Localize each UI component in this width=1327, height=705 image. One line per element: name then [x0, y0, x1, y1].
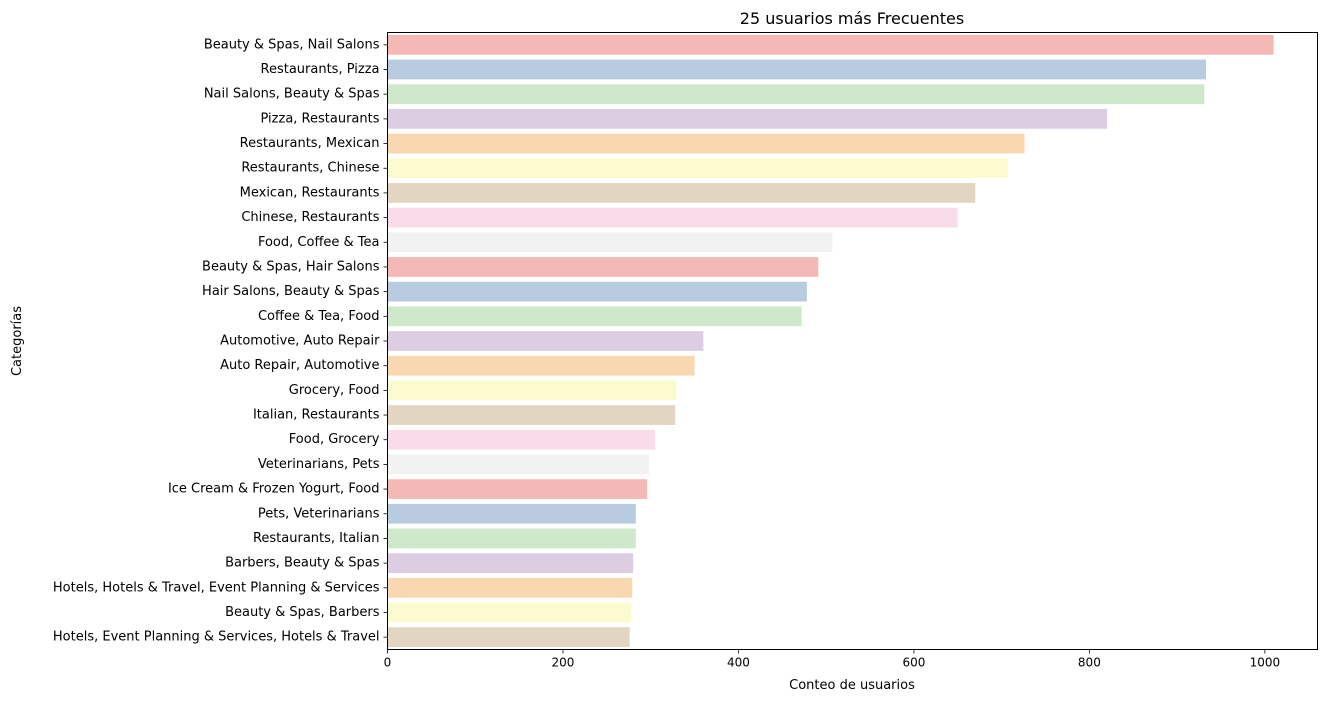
bar [387, 405, 676, 425]
y-tick-label: Restaurants, Italian [253, 531, 380, 546]
y-tick-label: Hair Salons, Beauty & Spas [202, 284, 380, 299]
x-tick-label: 800 [1078, 656, 1101, 670]
y-tick-label: Mexican, Restaurants [240, 185, 380, 200]
x-tick-label: 200 [552, 656, 575, 670]
bar [387, 207, 958, 228]
y-tick-label: Food, Grocery [289, 432, 380, 447]
bar [387, 479, 648, 499]
bar [387, 528, 636, 549]
bar [387, 84, 1205, 105]
bar [387, 34, 1274, 55]
y-tick-label: Chinese, Restaurants [241, 210, 379, 225]
bar [387, 232, 833, 253]
y-tick-label: Barbers, Beauty & Spas [225, 556, 380, 571]
bars-layer [387, 34, 1274, 648]
y-tick-label: Restaurants, Chinese [241, 161, 379, 176]
y-tick-label: Ice Cream & Frozen Yogurt, Food [168, 482, 380, 497]
plot-frame [387, 32, 1318, 650]
y-tick-label: Coffee & Tea, Food [258, 309, 380, 324]
bar [387, 503, 636, 524]
y-tick-label: Nail Salons, Beauty & Spas [204, 87, 380, 102]
bar [387, 602, 632, 623]
bar [387, 553, 634, 573]
y-tick-label: Auto Repair, Automotive [220, 358, 379, 373]
y-tick-label: Beauty & Spas, Hair Salons [202, 259, 380, 274]
y-tick-label: Pets, Veterinarians [258, 506, 380, 521]
bar [387, 380, 677, 401]
y-tick-label: Hotels, Hotels & Travel, Event Planning … [53, 580, 380, 595]
bar [387, 355, 695, 376]
x-tick-label: 400 [727, 656, 750, 670]
bar [387, 59, 1207, 80]
bar [387, 306, 802, 327]
y-tick-label: Italian, Restaurants [253, 408, 380, 423]
bar [387, 183, 976, 203]
bar [387, 577, 633, 598]
bar [387, 257, 819, 277]
x-tick-label: 1000 [1250, 656, 1281, 670]
y-tick-labels: Beauty & Spas, Nail Salons Restaurants, P… [53, 37, 388, 645]
bar [387, 133, 1025, 154]
x-ticks: 0 200 400 600 800 1000 [384, 649, 1281, 670]
bar [387, 109, 1107, 129]
y-tick-label: Veterinarians, Pets [258, 457, 380, 472]
y-tick-label: Food, Coffee & Tea [258, 235, 380, 250]
bar [387, 158, 1008, 179]
y-tick-label: Restaurants, Pizza [261, 62, 380, 77]
chart-title: 25 usuarios más Frecuentes [740, 9, 964, 28]
y-tick-label: Automotive, Auto Repair [220, 334, 380, 349]
bar [387, 281, 807, 302]
x-axis-label: Conteo de usuarios [789, 678, 915, 693]
bar [387, 627, 630, 648]
x-tick-label: 600 [902, 656, 925, 670]
x-tick-label: 0 [384, 656, 392, 670]
y-tick-label: Restaurants, Mexican [240, 136, 380, 151]
bar [387, 454, 649, 475]
bar [387, 429, 656, 450]
y-axis-label: Categorías [10, 306, 25, 376]
y-tick-label: Beauty & Spas, Nail Salons [204, 37, 380, 52]
y-tick-label: Hotels, Event Planning & Services, Hotel… [53, 630, 380, 645]
bar [387, 331, 704, 351]
y-tick-label: Beauty & Spas, Barbers [225, 605, 380, 620]
y-tick-label: Grocery, Food [289, 383, 380, 398]
y-tick-label: Pizza, Restaurants [261, 111, 380, 126]
